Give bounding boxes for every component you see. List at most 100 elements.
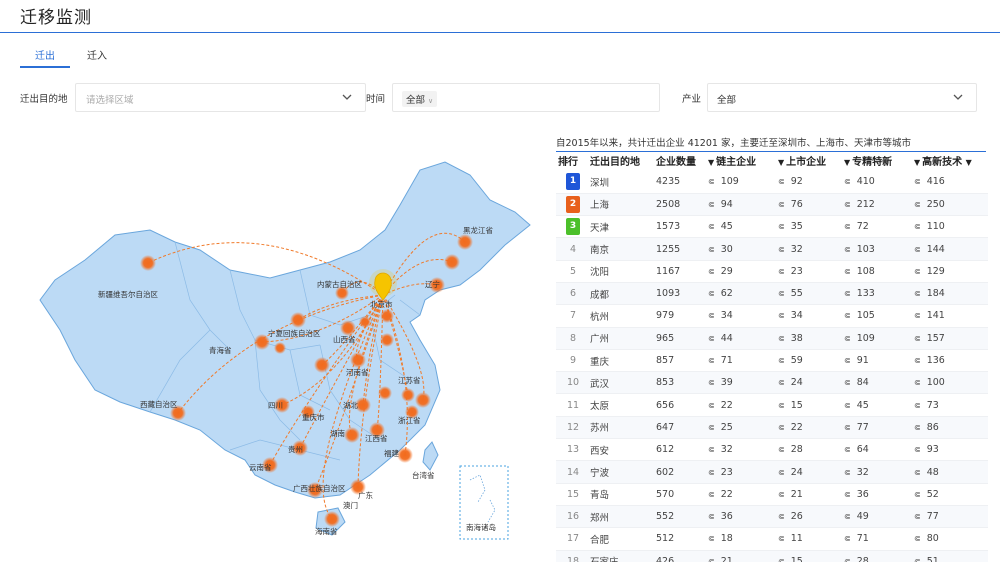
enterprise-link-icon[interactable]: ⋐ xyxy=(708,177,715,187)
enterprise-link-icon[interactable]: ⋐ xyxy=(778,556,785,562)
enterprise-link-icon[interactable]: ⋐ xyxy=(778,244,785,254)
enterprise-link-icon[interactable]: ⋐ xyxy=(844,289,851,299)
table-row[interactable]: 5 沈阳 1167 ⋐ 29 ⋐ 23 ⋐ 108 ⋐ 129 xyxy=(556,260,988,283)
enterprise-link-icon[interactable]: ⋐ xyxy=(844,445,851,455)
table-row[interactable]: 14 宁波 602 ⋐ 23 ⋐ 24 ⋐ 32 ⋐ 48 xyxy=(556,460,988,484)
table-row[interactable]: 16 郑州 552 ⋐ 36 ⋐ 26 ⋐ 49 ⋐ 77 xyxy=(556,505,988,529)
time-tag[interactable]: 全部 ∨ xyxy=(402,91,438,107)
enterprise-link-icon[interactable]: ⋐ xyxy=(914,289,921,299)
enterprise-link-icon[interactable]: ⋐ xyxy=(914,556,921,562)
enterprise-link-icon[interactable]: ⋐ xyxy=(844,356,851,366)
enterprise-link-icon[interactable]: ⋐ xyxy=(778,356,785,366)
enterprise-link-icon[interactable]: ⋐ xyxy=(708,534,715,544)
table-row[interactable]: 17 合肥 512 ⋐ 18 ⋐ 11 ⋐ 71 ⋐ 80 xyxy=(556,527,988,551)
table-row[interactable]: 9 重庆 857 ⋐ 71 ⋐ 59 ⋐ 91 ⋐ 136 xyxy=(556,349,988,373)
enterprise-link-icon[interactable]: ⋐ xyxy=(778,400,785,410)
enterprise-link-icon[interactable]: ⋐ xyxy=(844,422,851,432)
enterprise-link-icon[interactable]: ⋐ xyxy=(708,244,715,254)
enterprise-link-icon[interactable]: ⋐ xyxy=(778,177,785,187)
table-row[interactable]: 6 成都 1093 ⋐ 62 ⋐ 55 ⋐ 133 ⋐ 184 xyxy=(556,282,988,306)
enterprise-link-icon[interactable]: ⋐ xyxy=(844,333,851,343)
enterprise-link-icon[interactable]: ⋐ xyxy=(844,534,851,544)
enterprise-link-icon[interactable]: ⋐ xyxy=(708,422,715,432)
time-select[interactable]: 全部 ∨ xyxy=(392,83,660,112)
enterprise-link-icon[interactable]: ⋐ xyxy=(778,534,785,544)
table-row[interactable]: 18石家庄426⋐21⋐15⋐28⋐51 xyxy=(556,550,988,562)
enterprise-link-icon[interactable]: ⋐ xyxy=(844,467,851,477)
enterprise-link-icon[interactable]: ⋐ xyxy=(778,378,785,388)
table-row[interactable]: 4 南京 1255 ⋐ 30 ⋐ 32 ⋐ 103 ⋐ 144 xyxy=(556,237,988,261)
enterprise-link-icon[interactable]: ⋐ xyxy=(914,445,921,455)
enterprise-link-icon[interactable]: ⋐ xyxy=(844,199,851,209)
enterprise-link-icon[interactable]: ⋐ xyxy=(708,266,715,276)
table-row[interactable]: 15 青岛 570 ⋐ 22 ⋐ 21 ⋐ 36 ⋐ 52 xyxy=(556,483,988,506)
enterprise-link-icon[interactable]: ⋐ xyxy=(914,244,921,254)
enterprise-link-icon[interactable]: ⋐ xyxy=(844,489,851,499)
enterprise-link-icon[interactable]: ⋐ xyxy=(778,422,785,432)
enterprise-link-icon[interactable]: ⋐ xyxy=(914,378,921,388)
table-row[interactable]: 2 上海 2508 ⋐ 94 ⋐ 76 ⋐ 212 ⋐ 250 xyxy=(556,193,988,217)
table-row[interactable]: 11 太原 656 ⋐ 22 ⋐ 15 ⋐ 45 ⋐ 73 xyxy=(556,393,988,417)
enterprise-link-icon[interactable]: ⋐ xyxy=(914,222,921,232)
enterprise-link-icon[interactable]: ⋐ xyxy=(844,222,851,232)
table-row[interactable]: 8 广州 965 ⋐ 44 ⋐ 38 ⋐ 109 ⋐ 157 xyxy=(556,327,988,350)
enterprise-link-icon[interactable]: ⋐ xyxy=(844,244,851,254)
col-tech[interactable]: ▼ 高新技术 ▼ xyxy=(914,157,972,168)
enterprise-link-icon[interactable]: ⋐ xyxy=(708,467,715,477)
enterprise-link-icon[interactable]: ⋐ xyxy=(778,467,785,477)
enterprise-link-icon[interactable]: ⋐ xyxy=(778,289,785,299)
enterprise-link-icon[interactable]: ⋐ xyxy=(708,356,715,366)
enterprise-link-icon[interactable]: ⋐ xyxy=(914,489,921,499)
col-lead[interactable]: ▼ 链主企业 xyxy=(708,157,757,168)
enterprise-link-icon[interactable]: ⋐ xyxy=(708,556,715,562)
enterprise-link-icon[interactable]: ⋐ xyxy=(914,177,921,187)
enterprise-link-icon[interactable]: ⋐ xyxy=(844,556,851,562)
enterprise-link-icon[interactable]: ⋐ xyxy=(778,266,785,276)
enterprise-link-icon[interactable]: ⋐ xyxy=(708,400,715,410)
enterprise-link-icon[interactable]: ⋐ xyxy=(708,378,715,388)
table-row[interactable]: 13 西安 612 ⋐ 32 ⋐ 28 ⋐ 64 ⋐ 93 xyxy=(556,438,988,462)
col-spec[interactable]: ▼ 专精特新 xyxy=(844,157,893,168)
enterprise-link-icon[interactable]: ⋐ xyxy=(778,489,785,499)
enterprise-link-icon[interactable]: ⋐ xyxy=(708,222,715,232)
enterprise-link-icon[interactable]: ⋐ xyxy=(914,534,921,544)
table-row[interactable]: 10 武汉 853 ⋐ 39 ⋐ 24 ⋐ 84 ⋐ 100 xyxy=(556,371,988,395)
enterprise-link-icon[interactable]: ⋐ xyxy=(914,311,921,321)
industry-select[interactable]: 全部 xyxy=(707,83,977,112)
enterprise-link-icon[interactable]: ⋐ xyxy=(914,266,921,276)
ranking-table-container[interactable]: 排行 迁出目的地 企业数量 ▼ 链主企业 ▼ 上市企业 ▼ 专精特新 ▼ 高新技术 ▼ … xyxy=(556,150,988,562)
enterprise-link-icon[interactable]: ⋐ xyxy=(914,333,921,343)
col-listed[interactable]: ▼ 上市企业 xyxy=(778,157,827,168)
table-row[interactable]: 3 天津 1573 ⋐ 45 ⋐ 35 ⋐ 72 ⋐ 110 xyxy=(556,215,988,239)
enterprise-link-icon[interactable]: ⋐ xyxy=(914,356,921,366)
enterprise-link-icon[interactable]: ⋐ xyxy=(778,445,785,455)
enterprise-link-icon[interactable]: ⋐ xyxy=(778,333,785,343)
enterprise-link-icon[interactable]: ⋐ xyxy=(914,467,921,477)
enterprise-link-icon[interactable]: ⋐ xyxy=(844,378,851,388)
enterprise-link-icon[interactable]: ⋐ xyxy=(844,311,851,321)
tab-move-out[interactable]: 迁出 xyxy=(20,48,70,68)
enterprise-link-icon[interactable]: ⋐ xyxy=(708,311,715,321)
enterprise-link-icon[interactable]: ⋐ xyxy=(708,489,715,499)
enterprise-link-icon[interactable]: ⋐ xyxy=(778,222,785,232)
table-row[interactable]: 7 杭州 979 ⋐ 34 ⋐ 34 ⋐ 105 ⋐ 141 xyxy=(556,304,988,328)
enterprise-link-icon[interactable]: ⋐ xyxy=(844,266,851,276)
enterprise-link-icon[interactable]: ⋐ xyxy=(708,512,715,522)
enterprise-link-icon[interactable]: ⋐ xyxy=(844,177,851,187)
enterprise-link-icon[interactable]: ⋐ xyxy=(914,512,921,522)
enterprise-link-icon[interactable]: ⋐ xyxy=(778,512,785,522)
enterprise-link-icon[interactable]: ⋐ xyxy=(708,199,715,209)
enterprise-link-icon[interactable]: ⋐ xyxy=(914,400,921,410)
enterprise-link-icon[interactable]: ⋐ xyxy=(708,289,715,299)
enterprise-link-icon[interactable]: ⋐ xyxy=(914,199,921,209)
enterprise-link-icon[interactable]: ⋐ xyxy=(844,512,851,522)
tab-move-in[interactable]: 迁入 xyxy=(87,51,107,62)
enterprise-link-icon[interactable]: ⋐ xyxy=(778,199,785,209)
table-row[interactable]: 12 苏州 647 ⋐ 25 ⋐ 22 ⋐ 77 ⋐ 86 xyxy=(556,416,988,440)
destination-select[interactable]: 请选择区域 xyxy=(75,83,366,112)
enterprise-link-icon[interactable]: ⋐ xyxy=(914,422,921,432)
enterprise-link-icon[interactable]: ⋐ xyxy=(708,333,715,343)
table-row[interactable]: 1 深圳 4235 ⋐ 109 ⋐ 92 ⋐ 410 ⋐ 416 xyxy=(556,171,988,194)
enterprise-link-icon[interactable]: ⋐ xyxy=(708,445,715,455)
enterprise-link-icon[interactable]: ⋐ xyxy=(844,400,851,410)
